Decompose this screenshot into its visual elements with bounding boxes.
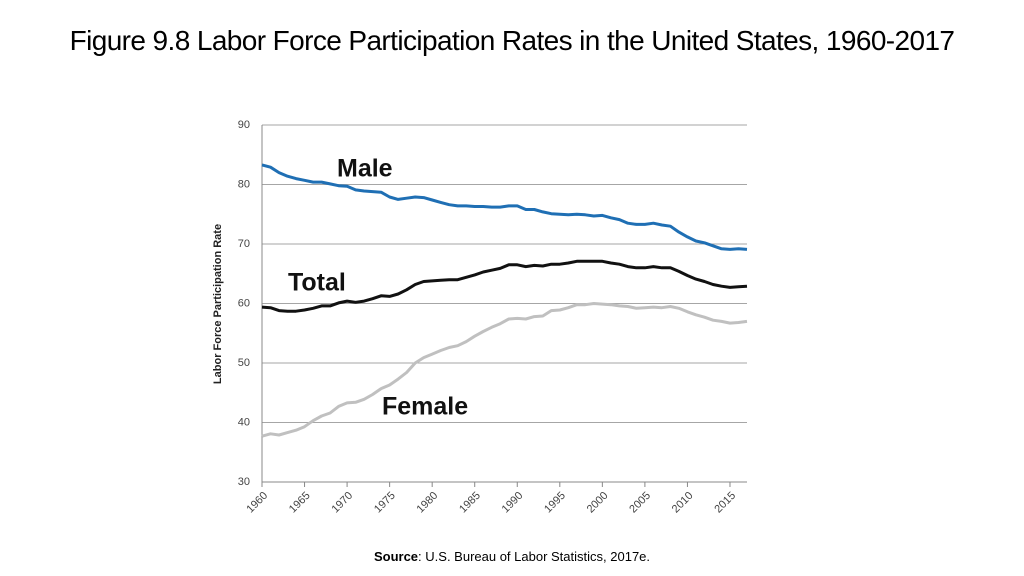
series-label: Female <box>382 393 468 421</box>
y-tick-label: 40 <box>238 416 250 428</box>
y-tick-label: 70 <box>238 238 250 250</box>
x-tick-label: 1975 <box>372 490 398 516</box>
y-tick-label: 90 <box>238 119 250 131</box>
x-tick-label: 2000 <box>585 490 611 516</box>
x-tick-label: 1965 <box>287 490 313 516</box>
chart-title: Figure 9.8 Labor Force Participation Rat… <box>69 25 955 56</box>
y-tick-label: 50 <box>238 357 250 369</box>
x-tick-label: 2010 <box>670 490 696 516</box>
y-tick-label: 80 <box>238 178 250 190</box>
series-line <box>261 302 748 438</box>
y-axis-label: Labor Force Participation Rate <box>212 224 224 384</box>
source-text: : U.S. Bureau of Labor Statistics, 2017e… <box>418 549 651 564</box>
y-tick-label: 30 <box>238 476 250 488</box>
source-label: Source <box>373 549 419 564</box>
series-label: Male <box>337 155 393 183</box>
y-tick-label: 60 <box>238 297 250 309</box>
x-tick-label: 1985 <box>457 490 483 516</box>
x-tick-label: 1970 <box>329 490 355 516</box>
x-tick-label: 2005 <box>627 490 653 516</box>
x-tick-label: 1990 <box>500 490 526 516</box>
x-tick-label: 2015 <box>712 490 738 516</box>
x-tick-label: 1980 <box>415 490 441 516</box>
x-tick-label: 1995 <box>542 490 568 516</box>
series-label: Total <box>288 269 346 297</box>
x-tick-label: 1960 <box>244 490 270 516</box>
series-line <box>261 163 748 251</box>
source-note: Source: U.S. Bureau of Labor Statistics,… <box>0 549 1024 564</box>
series-line <box>261 259 748 313</box>
